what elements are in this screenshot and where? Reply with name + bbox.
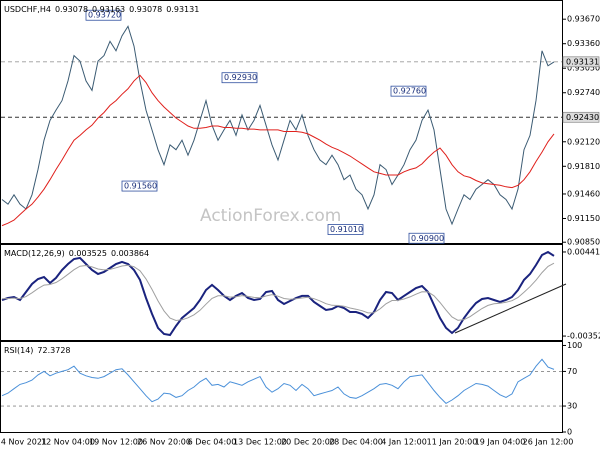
series-line (1, 250, 555, 337)
x-tick-label: 12 Nov 04:00 (41, 438, 95, 447)
annotation-label: 0.92760 (393, 87, 426, 96)
y-tick-label: 100 (567, 341, 582, 350)
panel-header: MACD(12,26,9) 0.003525 0.003864 (4, 249, 149, 258)
header-value: 0.003525 (69, 249, 107, 258)
price-panel (0, 0, 563, 244)
y-tick-label: 30 (567, 402, 577, 411)
y-tick-label: 0.91810 (567, 162, 600, 171)
y-tick-label: 0.91150 (567, 214, 600, 223)
macd-panel (0, 244, 563, 341)
panel-title: MACD(12,26,9) (4, 249, 65, 258)
y-tick-label: 0.93670 (567, 15, 600, 24)
x-tick-label: 6 Dec 04:00 (188, 438, 237, 447)
y-tick-label: 0.91460 (567, 189, 600, 198)
panel-title: USDCHF,H4 (4, 5, 51, 14)
y-tick-label: 0.004412 (567, 247, 600, 256)
x-tick-label: 26 Nov 20:00 (137, 438, 191, 447)
x-tick-label: 28 Dec 04:00 (329, 438, 383, 447)
header-value: 0.93131 (166, 5, 199, 14)
header-value: 0.93078 (55, 5, 88, 14)
annotation-label: 0.91010 (330, 225, 363, 234)
x-tick-label: 13 Dec 12:00 (233, 438, 287, 447)
y-tick-label: 0.92740 (567, 88, 600, 97)
x-tick-label: 26 Jan 12:00 (523, 438, 574, 447)
x-tick-label: 19 Jan 04:00 (475, 438, 526, 447)
panel-title: RSI(14) (4, 346, 33, 355)
annotation-box (221, 72, 258, 84)
watermark: ActionForex.com (200, 206, 341, 226)
series-line (1, 74, 555, 227)
series-line (1, 262, 555, 322)
x-tick-label: 20 Dec 20:00 (281, 438, 335, 447)
x-tick-label: 4 Jan 12:00 (381, 438, 427, 447)
price-label: 0.93131 (566, 57, 599, 66)
y-tick-label: 0.90850 (567, 238, 600, 247)
annotation-label: 0.90900 (411, 234, 444, 243)
series-line (1, 358, 555, 405)
x-tick-label: 19 Nov 12:00 (89, 438, 143, 447)
annotation-box (327, 224, 364, 235)
annotation-box (121, 180, 158, 192)
y-tick-label: 0.93360 (567, 39, 600, 48)
panel-header: USDCHF,H4 0.93078 0.93163 0.93078 0.93131 (4, 5, 199, 14)
annotation-box (85, 9, 122, 21)
header-value: 72.3728 (37, 346, 70, 355)
header-value: 0.003864 (111, 249, 149, 258)
annotation-label: 0.93720 (88, 11, 121, 20)
y-tick-label: 0 (567, 428, 572, 437)
annotation-box (390, 85, 427, 97)
rsi-panel (0, 341, 563, 433)
y-tick-label: 0.93050 (567, 64, 600, 73)
annotation-label: 0.92930 (224, 73, 257, 82)
trend-line (454, 283, 567, 334)
annotation-label: 0.91560 (124, 182, 157, 191)
panel-header: RSI(14) 72.3728 (4, 346, 71, 355)
price-label-box (562, 56, 600, 68)
price-label-box (562, 111, 600, 123)
x-tick-label: 11 Jan 20:00 (427, 438, 478, 447)
y-tick-label: 70 (567, 367, 577, 376)
price-label: 0.92430 (566, 113, 599, 122)
series-line (1, 25, 555, 226)
x-tick-label: 4 Nov 2021 (1, 438, 47, 447)
header-value: 0.93163 (92, 5, 125, 14)
annotation-box (408, 232, 445, 244)
y-tick-label: 0.92120 (567, 137, 600, 146)
y-tick-label: -0.003528 (567, 332, 600, 341)
header-value: 0.93078 (129, 5, 162, 14)
